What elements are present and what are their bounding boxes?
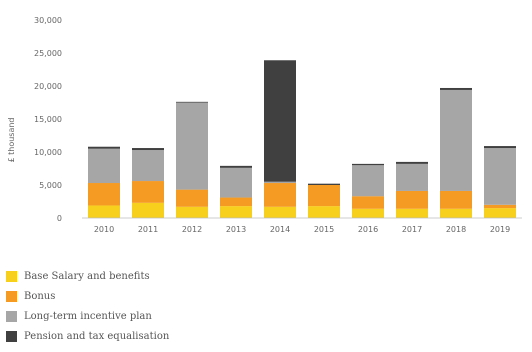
bar-segment [308, 206, 340, 218]
bar-segment [264, 206, 296, 218]
bar-segment [396, 208, 428, 218]
y-tick-label: 20,000 [34, 82, 62, 91]
bar-segment [440, 208, 472, 218]
bar-segment [176, 102, 208, 190]
legend-item: Pension and tax equalisation [6, 326, 169, 346]
bar-segment [176, 101, 208, 103]
y-axis-label: £ thousand [7, 117, 16, 162]
bar-segment [220, 197, 252, 207]
y-axis: 0 5,000 10,000 15,000 20,000 25,000 30,000 [34, 16, 62, 223]
bar-segment [308, 183, 340, 185]
bar-segment [352, 208, 384, 218]
x-tick-label: 2018 [446, 225, 466, 234]
bar-segment [132, 181, 164, 203]
legend: Base Salary and benefits Bonus Long-term i… [6, 266, 169, 346]
x-tick-label: 2015 [314, 225, 334, 234]
bar-segment [352, 163, 384, 166]
bar-segment [88, 146, 120, 149]
bars [88, 60, 516, 218]
bar-segment [484, 146, 516, 149]
y-tick-label: 25,000 [34, 49, 62, 58]
y-tick-label: 0 [57, 214, 62, 223]
bar-segment [132, 202, 164, 218]
y-tick-label: 30,000 [34, 16, 62, 25]
legend-item: Bonus [6, 286, 169, 306]
bar-segment [352, 196, 384, 209]
bar-segment [484, 148, 516, 205]
x-tick-label: 2019 [490, 225, 510, 234]
bar-segment [484, 208, 516, 218]
stacked-bar-chart: 0 5,000 10,000 15,000 20,000 25,000 30,000 £ t… [7, 16, 522, 234]
bar-segment [264, 60, 296, 182]
x-tick-label: 2013 [226, 225, 246, 234]
bar-segment [88, 183, 120, 206]
legend-item: Base Salary and benefits [6, 266, 169, 286]
bar-segment [396, 161, 428, 164]
legend-swatch [6, 310, 17, 322]
x-tick-label: 2010 [94, 225, 114, 234]
bar-segment [440, 89, 472, 191]
y-tick-label: 10,000 [34, 148, 62, 157]
bar-segment [220, 167, 252, 198]
legend-label: Pension and tax equalisation [24, 330, 170, 342]
bar-segment [88, 148, 120, 184]
bar-segment [88, 205, 120, 218]
bar-segment [220, 165, 252, 168]
legend-swatch [6, 270, 17, 282]
legend-swatch [6, 330, 17, 342]
legend-item: Long-term incentive plan [6, 306, 169, 326]
bar-segment [440, 190, 472, 209]
bar-segment [176, 206, 208, 218]
bar-segment [440, 87, 472, 90]
bar-segment [264, 181, 296, 184]
x-tick-label: 2017 [402, 225, 422, 234]
legend-label: Bonus [24, 290, 56, 302]
bar-segment [352, 165, 384, 197]
bar-segment [132, 148, 164, 151]
legend-label: Long-term incentive plan [24, 310, 152, 322]
x-tick-label: 2012 [182, 225, 202, 234]
bar-segment [220, 206, 252, 218]
bar-segment [396, 163, 428, 191]
bar-segment [484, 204, 516, 209]
x-tick-label: 2016 [358, 225, 378, 234]
bar-segment [308, 185, 340, 207]
x-tick-label: 2011 [138, 225, 158, 234]
x-tick-label: 2014 [270, 225, 290, 234]
bar-segment [176, 189, 208, 207]
legend-label: Base Salary and benefits [24, 270, 150, 282]
legend-swatch [6, 290, 17, 302]
bar-segment [396, 190, 428, 209]
x-axis: 2010 2011 2012 2013 2014 2015 2016 2017 2018 2019 [94, 225, 510, 234]
bar-segment [264, 183, 296, 207]
bar-segment [132, 150, 164, 182]
y-tick-label: 5,000 [39, 181, 62, 190]
y-tick-label: 15,000 [34, 115, 62, 124]
